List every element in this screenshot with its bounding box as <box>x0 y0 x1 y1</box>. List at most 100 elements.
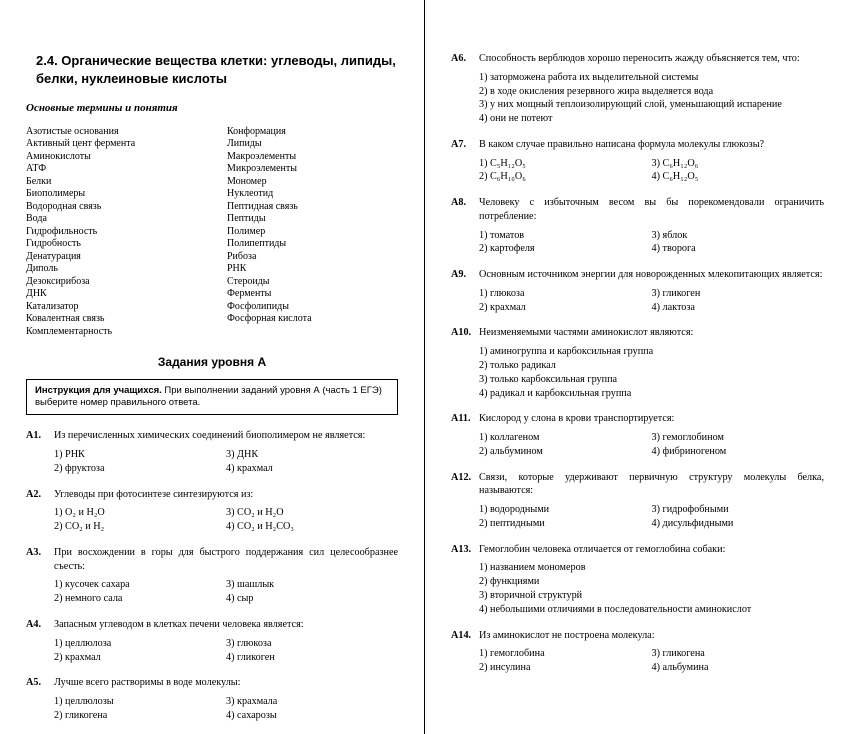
question-text: Основным источником энергии для новорожд… <box>479 268 824 282</box>
option: 1) глюкоза <box>479 287 652 301</box>
option: 4) творога <box>652 242 825 256</box>
options: 1) O₂ и H₂O2) CO₂ и H₂3) CO₂ и H₂O4) CO₂… <box>54 506 398 534</box>
question: А14.Из аминокислот не построена молекула… <box>451 629 824 675</box>
term-item: Нуклеотид <box>227 188 398 201</box>
option: 2) крахмал <box>54 651 226 665</box>
term-item: Пептиды <box>227 213 398 226</box>
option: 2) пептидными <box>479 517 652 531</box>
question-number: А8. <box>451 196 479 210</box>
question-number: А7. <box>451 138 479 152</box>
options-column: 1) томатов2) картофеля <box>479 229 652 257</box>
term-item: Диполь <box>26 263 197 276</box>
option: 1) целлюлозы <box>54 695 226 709</box>
level-title: Задания уровня А <box>26 354 398 370</box>
option: 4) лактоза <box>652 301 825 315</box>
question-text: Неизменяемыми частями аминокислот являют… <box>479 326 824 340</box>
option: 2) немного сала <box>54 592 226 606</box>
terms-col-1: Азотистые основанияАктивный цент фермент… <box>26 126 197 339</box>
question-number: А13. <box>451 543 479 557</box>
option: 2) в ходе окисления резервного жира выде… <box>479 85 824 99</box>
option: 1) O₂ и H₂O <box>54 506 226 520</box>
term-item: Белки <box>26 176 197 189</box>
option: 2) инсулина <box>479 661 652 675</box>
option: 3) вторичной структурй <box>479 589 824 603</box>
option: 4) сахарозы <box>226 709 398 723</box>
term-item: Аминокислоты <box>26 151 197 164</box>
option: 3) глюкоза <box>226 637 398 651</box>
question-text: Связи, которые удерживают первичную стру… <box>479 471 824 499</box>
question: А11.Кислород у слона в крови транспортир… <box>451 412 824 458</box>
option: 3) гемоглобином <box>652 431 825 445</box>
term-item: АТФ <box>26 163 197 176</box>
question-text: Человеку с избыточным весом вы бы пореко… <box>479 196 824 224</box>
term-item: Макроэлементы <box>227 151 398 164</box>
option: 2) CO₂ и H₂ <box>54 520 226 534</box>
instruction-bold: Инструкция для учащихся. <box>35 385 162 396</box>
options-column: 3) гемоглобином4) фибриногеном <box>652 431 825 459</box>
term-item: Водородная связь <box>26 201 197 214</box>
question-number: А6. <box>451 52 479 66</box>
term-item: Фосфорная кислота <box>227 313 398 326</box>
options: 1) РНК2) фруктоза3) ДНК4) крахмал <box>54 448 398 476</box>
options: 1) C₅H₁₂O₅2) C₆H₁₀O₆3) C₆H₁₂O₆4) C₆H₁₂O₅ <box>479 157 824 185</box>
option: 1) названием мономеров <box>479 561 824 575</box>
term-item: Ковалентная связь <box>26 313 197 326</box>
option: 3) гликоген <box>652 287 825 301</box>
terms-subtitle: Основные термины и понятия <box>26 101 398 116</box>
option: 3) C₆H₁₂O₆ <box>652 157 825 171</box>
question-text: Способность верблюдов хорошо переносить … <box>479 52 824 66</box>
term-item: Гидрофильность <box>26 226 197 239</box>
term-item: Пептидная связь <box>227 201 398 214</box>
option: 3) только карбоксильная группа <box>479 373 824 387</box>
options: 1) гемоглобина2) инсулина3) гликогена4) … <box>479 647 824 675</box>
question-number: А5. <box>26 676 54 690</box>
option: 3) гидрофобными <box>652 503 825 517</box>
question: А1.Из перечисленных химических соединени… <box>26 429 398 475</box>
option: 2) фруктоза <box>54 462 226 476</box>
option: 3) CO₂ и H₂O <box>226 506 398 520</box>
options: 1) коллагеном2) альбумином3) гемоглобино… <box>479 431 824 459</box>
term-item: Рибоза <box>227 251 398 264</box>
option: 1) целлюлоза <box>54 637 226 651</box>
term-item: Азотистые основания <box>26 126 197 139</box>
term-item: Полипептиды <box>227 238 398 251</box>
question: А10.Неизменяемыми частями аминокислот яв… <box>451 326 824 400</box>
option: 3) у них мощный теплоизолирующий слой, у… <box>479 98 824 112</box>
term-item: Катализатор <box>26 301 197 314</box>
question: А5.Лучше всего растворимы в воде молекул… <box>26 676 398 722</box>
options: 1) целлюлоза2) крахмал3) глюкоза4) глико… <box>54 637 398 665</box>
question-text: В каком случае правильно написана формул… <box>479 138 824 152</box>
options-column: 3) гидрофобными4) дисульфидными <box>652 503 825 531</box>
option: 2) картофеля <box>479 242 652 256</box>
option: 2) C₆H₁₀O₆ <box>479 170 652 184</box>
question-number: А2. <box>26 488 54 502</box>
options: 1) названием мономеров2) функциями3) вто… <box>479 561 824 616</box>
instruction-box: Инструкция для учащихся. При выполнении … <box>26 379 398 416</box>
options: 1) глюкоза2) крахмал3) гликоген4) лактоз… <box>479 287 824 315</box>
question-number: А1. <box>26 429 54 443</box>
questions-right: А6.Способность верблюдов хорошо переноси… <box>451 52 824 675</box>
question-number: А10. <box>451 326 479 340</box>
option: 1) водородными <box>479 503 652 517</box>
options-column: 3) ДНК4) крахмал <box>226 448 398 476</box>
term-item: Гидробность <box>26 238 197 251</box>
term-item: Комплементарность <box>26 326 197 339</box>
options-column: 3) крахмала4) сахарозы <box>226 695 398 723</box>
option: 1) заторможена работа их выделительной с… <box>479 71 824 85</box>
section-title: 2.4. Органические вещества клетки: углев… <box>26 52 398 87</box>
term-item: Полимер <box>227 226 398 239</box>
term-item: Вода <box>26 213 197 226</box>
term-item: Биополимеры <box>26 188 197 201</box>
option: 4) фибриногеном <box>652 445 825 459</box>
option: 2) только радикал <box>479 359 824 373</box>
options-column: 1) кусочек сахара2) немного сала <box>54 578 226 606</box>
question: А7.В каком случае правильно написана фор… <box>451 138 824 184</box>
page-right: А6.Способность верблюдов хорошо переноси… <box>425 0 850 734</box>
page-left: 2.4. Органические вещества клетки: углев… <box>0 0 425 734</box>
options: 1) заторможена работа их выделительной с… <box>479 71 824 126</box>
question: А4.Запасным углеводом в клетках печени ч… <box>26 618 398 664</box>
options-column: 1) O₂ и H₂O2) CO₂ и H₂ <box>54 506 226 534</box>
option: 4) гликоген <box>226 651 398 665</box>
question: А9.Основным источником энергии для новор… <box>451 268 824 314</box>
options: 1) целлюлозы2) гликогена3) крахмала4) са… <box>54 695 398 723</box>
